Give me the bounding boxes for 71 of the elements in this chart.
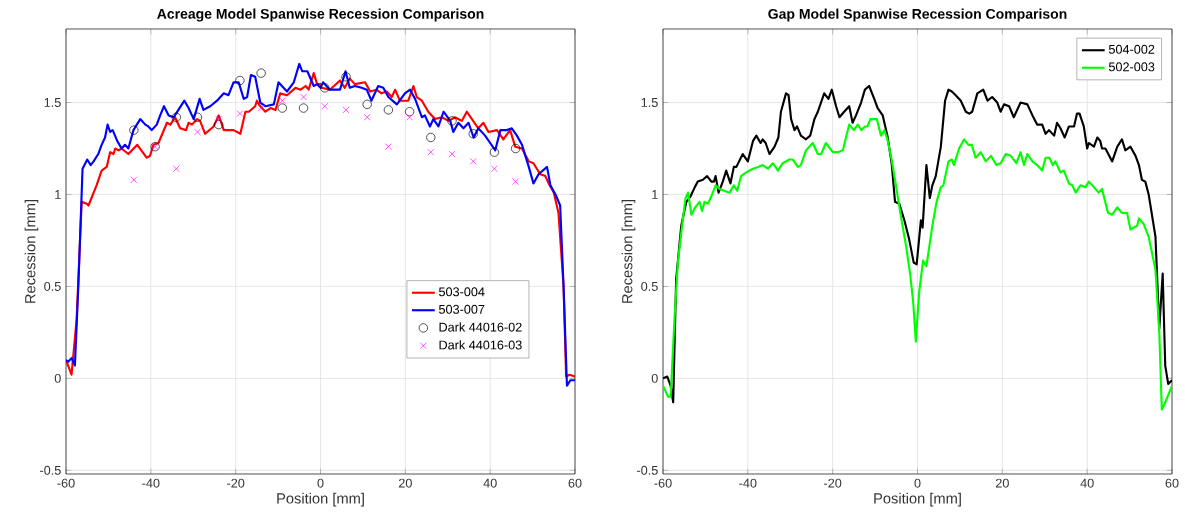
x-tick-label: -20 <box>824 478 842 488</box>
x-axis-title: Position [mm] <box>874 492 961 507</box>
point <box>214 120 224 130</box>
x-tick-label: -40 <box>142 478 160 488</box>
x-tick-label: -40 <box>739 478 757 488</box>
x-tick-label: 20 <box>398 478 412 488</box>
point <box>192 112 203 122</box>
y-axis-title: Recession [mm] <box>621 199 636 303</box>
x-tick-label: 60 <box>1165 478 1179 488</box>
point <box>491 165 498 173</box>
point <box>342 106 350 114</box>
point <box>278 97 286 105</box>
point <box>426 132 436 143</box>
point <box>512 178 519 185</box>
y-tick-label: 0.5 <box>44 281 61 291</box>
point <box>215 115 223 123</box>
x-tick-label: 40 <box>1080 478 1094 488</box>
point <box>320 83 330 93</box>
legend-label: 503-007 <box>438 304 485 314</box>
y-tick-label: 1.5 <box>641 98 658 107</box>
legend-label: Dark 44016-03 <box>439 340 522 350</box>
point <box>427 148 435 156</box>
y-tick-label: 1 <box>55 190 61 199</box>
legend-label: 503-004 <box>438 287 485 297</box>
point <box>447 116 457 126</box>
y-tick-label: 1.5 <box>44 98 61 107</box>
y-tick-label: -0.5 <box>637 465 658 475</box>
y-tick-label: 0 <box>54 373 61 383</box>
x-tick-label: 0 <box>317 478 324 488</box>
point <box>235 75 245 86</box>
y-tick-label: 1 <box>652 190 658 199</box>
point <box>511 143 521 154</box>
chart-title: Gap Model Spanwise Recession Comparison <box>768 8 1067 22</box>
legend-label: 502-003 <box>1108 62 1155 72</box>
y-axis-title: Recession [mm] <box>24 199 39 303</box>
point <box>321 102 329 110</box>
point <box>257 104 265 112</box>
point <box>362 99 372 109</box>
x-tick-label: 20 <box>995 478 1009 488</box>
x-tick-label: -20 <box>227 478 245 488</box>
point <box>383 105 393 115</box>
x-tick-label: 60 <box>568 478 582 488</box>
point <box>406 113 413 121</box>
x-tick-label: 0 <box>914 478 921 488</box>
point <box>129 125 139 135</box>
point <box>468 129 478 139</box>
x-tick-label: -60 <box>654 478 672 488</box>
point <box>298 103 309 113</box>
point <box>130 176 138 184</box>
point <box>363 113 371 121</box>
point <box>469 158 477 165</box>
point <box>489 147 500 157</box>
point <box>404 107 415 117</box>
point <box>194 128 201 136</box>
legend-label: 504-002 <box>1108 44 1155 54</box>
chart-title: Acreage Model Spanwise Recession Comparison <box>157 8 484 22</box>
point <box>300 93 307 101</box>
point <box>236 110 244 117</box>
x-axis-title: Position [mm] <box>277 492 364 507</box>
point <box>277 103 287 113</box>
point <box>171 112 181 122</box>
point <box>256 68 266 78</box>
point <box>341 72 351 82</box>
x-tick-label: -60 <box>57 478 75 488</box>
legend-label: Dark 44016-02 <box>439 322 522 332</box>
y-tick-label: -0.5 <box>40 465 61 475</box>
x-tick-label: 40 <box>483 478 497 488</box>
y-tick-label: 0 <box>651 373 658 383</box>
y-tick-label: 0.5 <box>641 281 658 291</box>
point <box>385 143 392 151</box>
point <box>172 165 180 173</box>
